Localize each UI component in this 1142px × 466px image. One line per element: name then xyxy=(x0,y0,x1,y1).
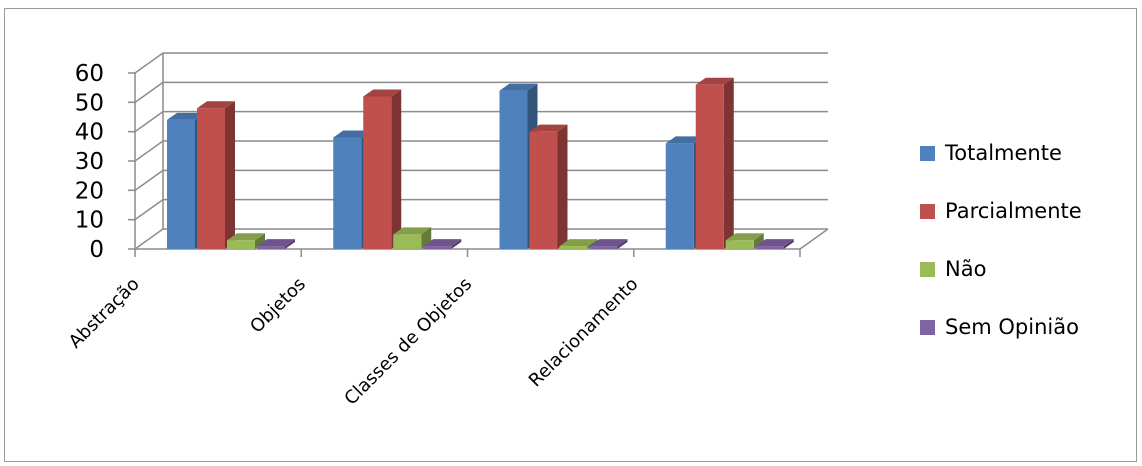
x-tick-label: Relacionamento xyxy=(525,274,643,392)
bar-front xyxy=(725,240,754,249)
bar-front xyxy=(499,90,528,249)
y-tick-label: 10 xyxy=(75,208,104,234)
floor-right-edge xyxy=(799,228,829,250)
legend-item-totalmente: Totalmente xyxy=(920,138,1062,168)
bar-side xyxy=(285,239,295,249)
bar-front xyxy=(167,119,195,249)
bar-top xyxy=(393,227,432,235)
legend-swatch-totalmente xyxy=(920,145,935,161)
bar-side xyxy=(557,124,568,249)
bar-side xyxy=(723,77,734,249)
bar-top xyxy=(725,233,764,241)
gridline-side xyxy=(134,140,164,162)
bar-side xyxy=(225,101,235,249)
legend-label-parcialmente: Parcialmente xyxy=(945,199,1082,223)
bar-top xyxy=(227,233,265,241)
bar-top xyxy=(423,239,462,247)
gridline-side xyxy=(134,199,164,221)
bar-front xyxy=(197,108,225,249)
bar-top xyxy=(167,112,205,120)
gridline-side xyxy=(134,81,164,103)
y-tick-label: 20 xyxy=(75,178,104,204)
y-tick-label: 30 xyxy=(75,149,104,175)
x-tick-label: Objetos xyxy=(246,274,310,338)
bar-side xyxy=(391,89,402,249)
bar-front xyxy=(363,96,392,249)
bar-front xyxy=(589,246,618,249)
bar-front xyxy=(665,143,694,249)
bar-front xyxy=(333,137,362,249)
bar-side xyxy=(617,239,628,249)
bar-top xyxy=(559,239,598,247)
bar-top xyxy=(529,124,568,132)
bar-side xyxy=(255,233,265,249)
y-tick-label: 50 xyxy=(75,90,104,116)
bar-front xyxy=(755,246,784,249)
legend-label-sem-opiniao: Sem Opinião xyxy=(945,315,1079,339)
bar-front xyxy=(529,131,558,249)
bar-front xyxy=(423,246,452,249)
legend-swatch-nao xyxy=(920,261,935,277)
x-tick-label: Abstração xyxy=(65,274,144,353)
gridline-side xyxy=(134,228,164,250)
bar-front xyxy=(227,240,255,249)
legend-item-nao: Não xyxy=(920,254,986,284)
bar-top xyxy=(665,136,704,144)
x-tick-label: Classes de Objetos xyxy=(340,274,476,410)
legend-swatch-sem-opiniao xyxy=(920,319,935,335)
bar-front xyxy=(257,246,285,249)
bar-top xyxy=(695,77,734,85)
bar-front xyxy=(559,246,588,249)
legend-label-nao: Não xyxy=(945,257,987,281)
gridline-side xyxy=(134,52,164,74)
bar-top xyxy=(197,101,235,109)
gridline-side xyxy=(134,111,164,133)
bar-top xyxy=(499,83,538,91)
bar-front xyxy=(393,234,422,249)
legend-label-totalmente: Totalmente xyxy=(945,141,1062,165)
bar-top xyxy=(333,130,372,138)
y-tick-label: 60 xyxy=(75,61,104,87)
bar-top xyxy=(257,239,295,247)
bar-side xyxy=(783,239,794,249)
bar-top xyxy=(755,239,794,247)
gridline-side xyxy=(134,169,164,191)
bar-top xyxy=(363,89,402,97)
bar-side xyxy=(451,239,462,249)
legend-item-sem-opiniao: Sem Opinião xyxy=(920,312,1079,342)
bar-side xyxy=(753,233,764,249)
bar-front xyxy=(695,84,724,249)
bar-top xyxy=(589,239,628,247)
legend-item-parcialmente: Parcialmente xyxy=(920,196,1082,226)
y-tick-label: 40 xyxy=(75,120,104,146)
legend-swatch-parcialmente xyxy=(920,203,935,219)
y-tick-label: 0 xyxy=(89,237,104,263)
